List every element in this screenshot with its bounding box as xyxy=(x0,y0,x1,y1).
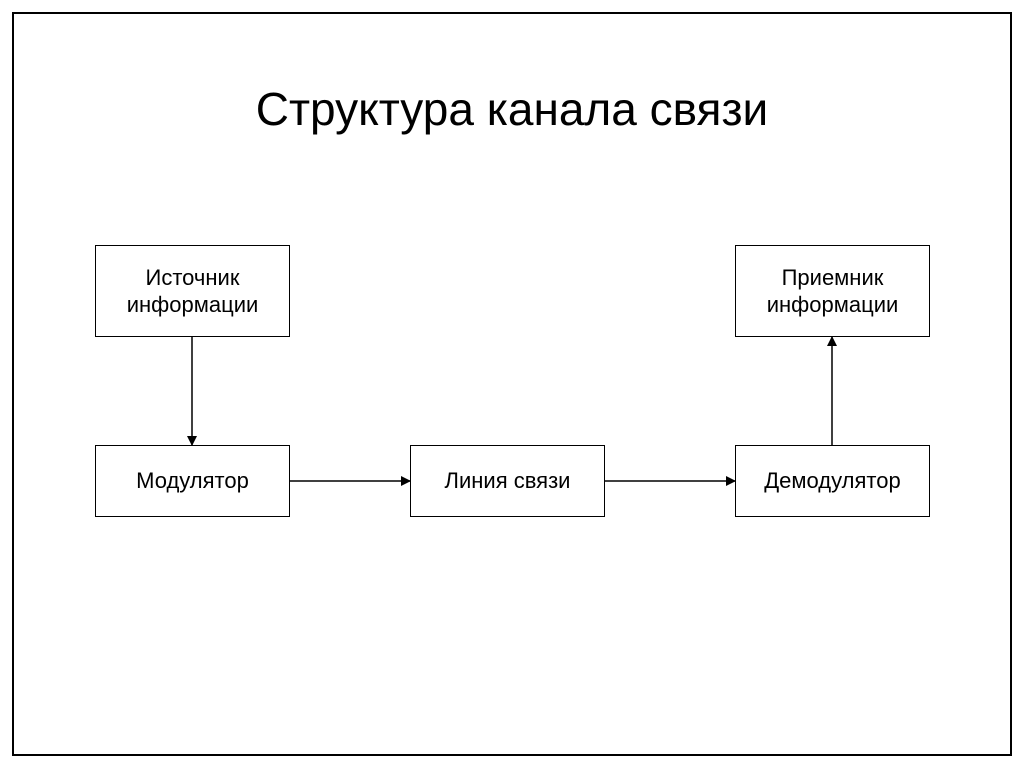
flowchart-node-line: Линия связи xyxy=(410,445,605,517)
flowchart-node-demodulator: Демодулятор xyxy=(735,445,930,517)
flowchart-node-source: Источникинформации xyxy=(95,245,290,337)
flowchart-node-receiver: Приемникинформации xyxy=(735,245,930,337)
slide-title: Структура канала связи xyxy=(0,82,1024,136)
flowchart-node-modulator: Модулятор xyxy=(95,445,290,517)
